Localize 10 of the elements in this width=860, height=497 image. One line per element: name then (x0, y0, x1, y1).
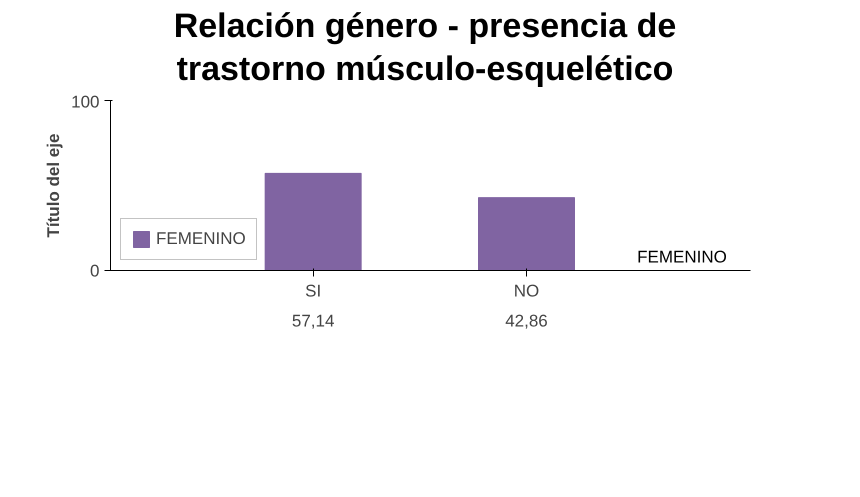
legend-label: FEMENINO (156, 229, 246, 249)
x-tick-label: NO (514, 282, 540, 300)
x-tick-label: SI (305, 282, 322, 300)
y-tick-label: 0 (90, 262, 100, 280)
data-label: 57,14 (292, 312, 334, 330)
text: FEMENINO (637, 248, 727, 266)
y-tick-label: 100 (71, 92, 100, 112)
y-axis-title: Título del eje (44, 134, 64, 238)
data-label: 42,86 (505, 312, 548, 330)
chart-title: Relación género - presencia de trastorno músculo-esquelético (174, 6, 676, 90)
